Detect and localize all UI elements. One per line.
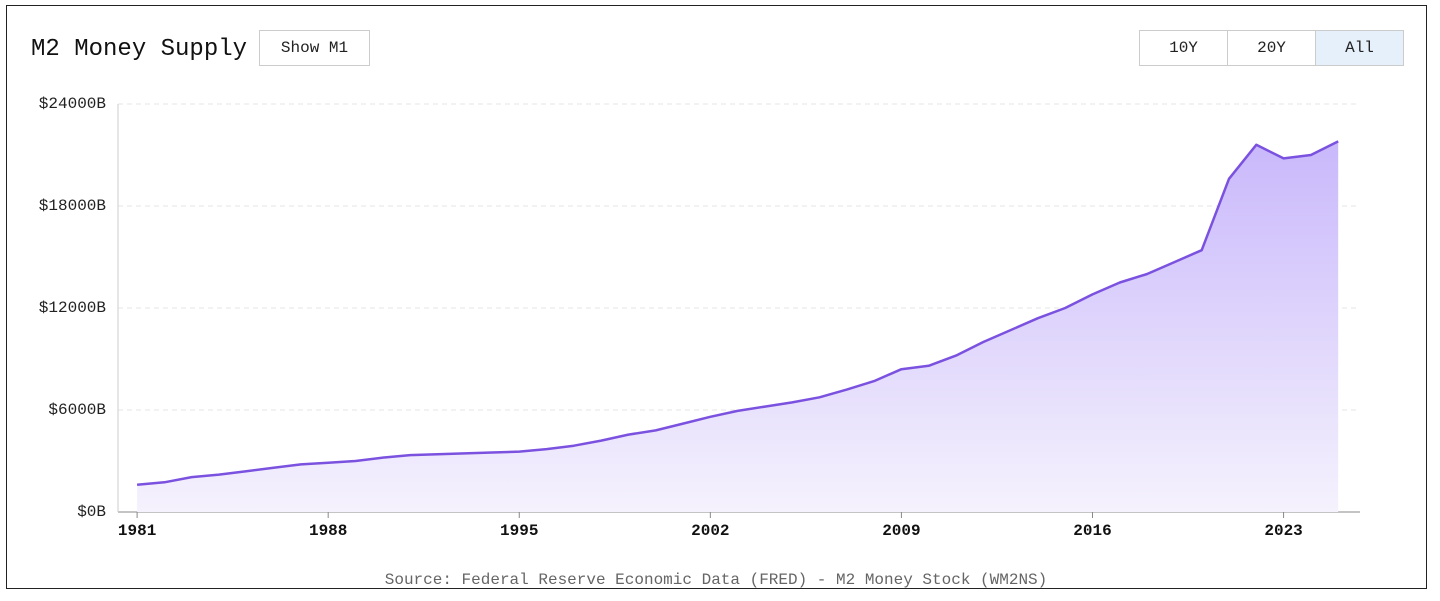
line [136, 140, 1339, 487]
x-tick-label: 2016 [1073, 522, 1111, 540]
x-tick-label: 2009 [882, 522, 920, 540]
x-tick-label: 2023 [1264, 522, 1302, 540]
y-tick-label: $24000B [39, 95, 106, 113]
range-button[interactable]: 20Y [1227, 30, 1316, 66]
range-button[interactable]: All [1315, 30, 1404, 66]
toggle-button[interactable]: Show M1 [259, 30, 370, 66]
chart-title: M2 Money Supply [31, 36, 248, 63]
y-tick-label: $0B [77, 503, 106, 521]
x-tick-label: 1988 [309, 522, 347, 540]
chart-frame: M2 Money Supply Show M1 10Y 20Y All [6, 5, 1427, 589]
x-tick-label: 2002 [691, 522, 729, 540]
source-note: Source: Federal Reserve Economic Data (F… [385, 571, 1048, 589]
x-tick-label: 1981 [118, 522, 156, 540]
area [137, 141, 1339, 512]
y-tick-label: $12000B [39, 299, 106, 317]
y-tick-label: $18000B [39, 197, 106, 215]
x-tick-label: 1995 [500, 522, 538, 540]
y-tick-label: $6000B [48, 401, 106, 419]
